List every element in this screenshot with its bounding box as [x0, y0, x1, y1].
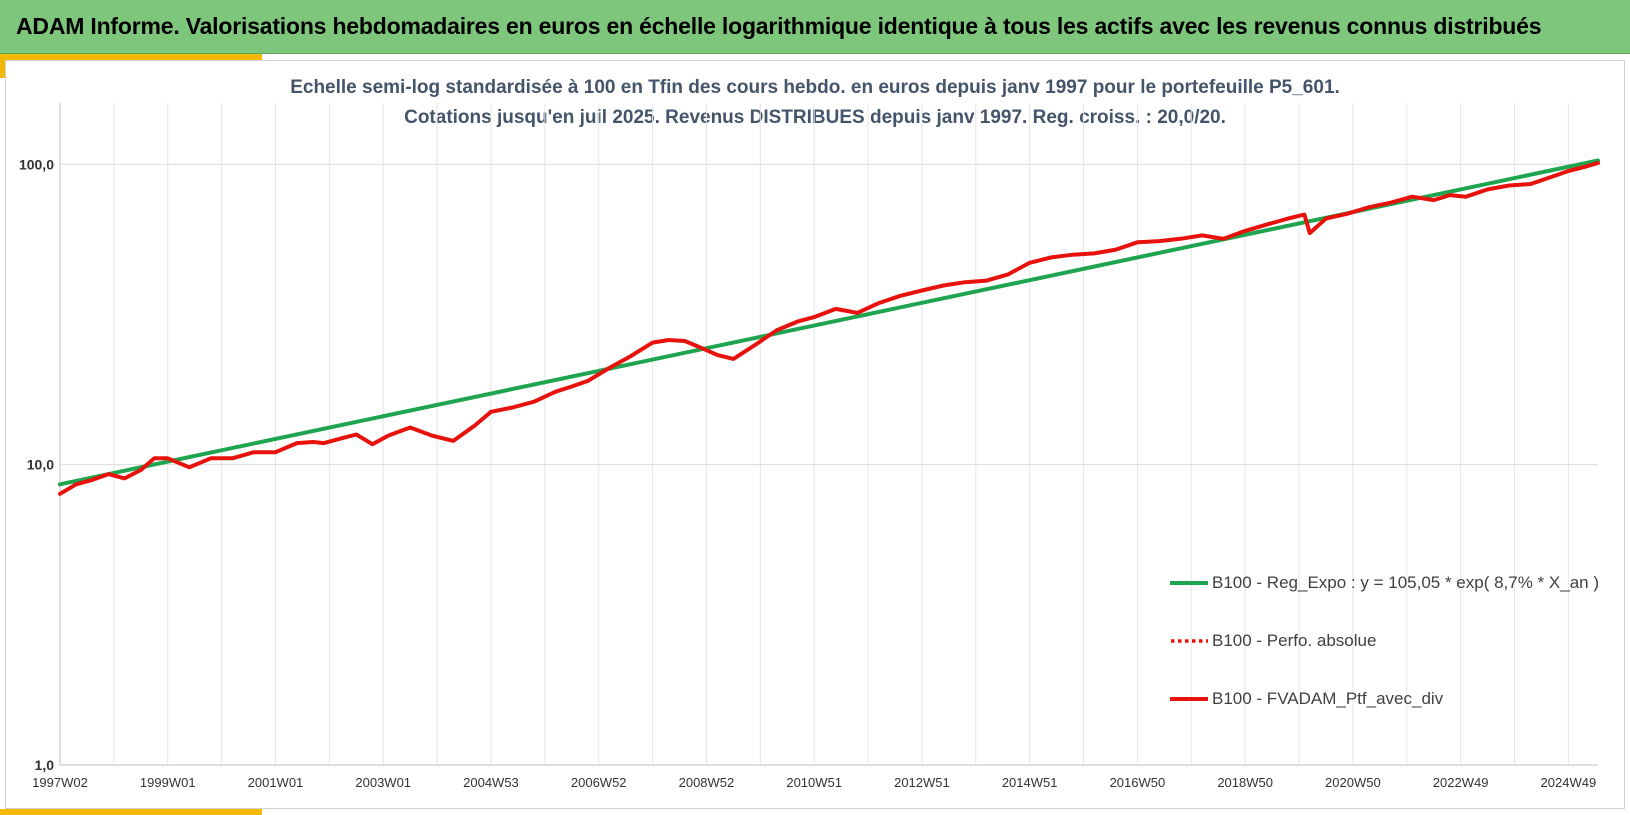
y-tick-label: 100,0: [19, 156, 54, 172]
page-title: ADAM Informe. Valorisations hebdomadaire…: [16, 13, 1542, 39]
legend-swatch-solid-green: [1170, 581, 1208, 585]
legend-label: B100 - FVADAM_Ptf_avec_div: [1212, 689, 1444, 708]
accent-bar-bottom: [0, 809, 262, 815]
chart-subtitle-line2: Cotations jusqu'en juil 2025. Revenus DI…: [404, 107, 1226, 128]
legend-item-perfo-absolue: B100 - Perfo. absolue: [1170, 630, 1376, 652]
y-tick-label: 10,0: [27, 457, 54, 473]
x-tick-label: 2020W50: [1325, 775, 1381, 790]
legend-item-regression: B100 - Reg_Expo : y = 105,05 * exp( 8,7%…: [1170, 572, 1599, 594]
x-tick-label: 2001W01: [248, 775, 304, 790]
x-tick-label: 1997W02: [32, 775, 88, 790]
series-line-2: [58, 161, 1600, 496]
x-tick-label: 1999W01: [140, 775, 196, 790]
legend-item-portfolio: B100 - FVADAM_Ptf_avec_div: [1170, 688, 1443, 710]
accent-bar-top: [0, 54, 262, 60]
legend-swatch-solid-red: [1170, 697, 1208, 701]
legend-label: B100 - Reg_Expo : y = 105,05 * exp( 8,7%…: [1212, 573, 1599, 592]
x-tick-label: 2012W51: [894, 775, 950, 790]
x-tick-label: 2018W50: [1217, 775, 1273, 790]
x-tick-label: 2022W49: [1433, 775, 1489, 790]
legend-swatch-dotted-red: [1171, 639, 1208, 643]
x-tick-label: 2004W53: [463, 775, 519, 790]
accent-bar-left: [0, 54, 6, 78]
series-layer: [58, 158, 1600, 496]
y-tick-label: 1,0: [35, 757, 55, 773]
x-tick-label: 2010W51: [786, 775, 842, 790]
x-tick-label: 2024W49: [1541, 775, 1597, 790]
x-tick-label: 2003W01: [355, 775, 411, 790]
chart-frame: [5, 60, 1625, 809]
chart-subtitle-line1: Echelle semi-log standardisée à 100 en T…: [290, 77, 1340, 98]
x-tick-label: 2016W50: [1110, 775, 1166, 790]
x-tick-label: 2008W52: [679, 775, 735, 790]
x-tick-label: 2006W52: [571, 775, 627, 790]
x-tick-label: 2014W51: [1002, 775, 1058, 790]
header-bar: ADAM Informe. Valorisations hebdomadaire…: [0, 0, 1630, 54]
axis-layer: 1,0 10,0 100,0 1997W02 1999W01 2001W01 2003W01…: [19, 103, 1598, 790]
legend-label: B100 - Perfo. absolue: [1212, 631, 1377, 650]
